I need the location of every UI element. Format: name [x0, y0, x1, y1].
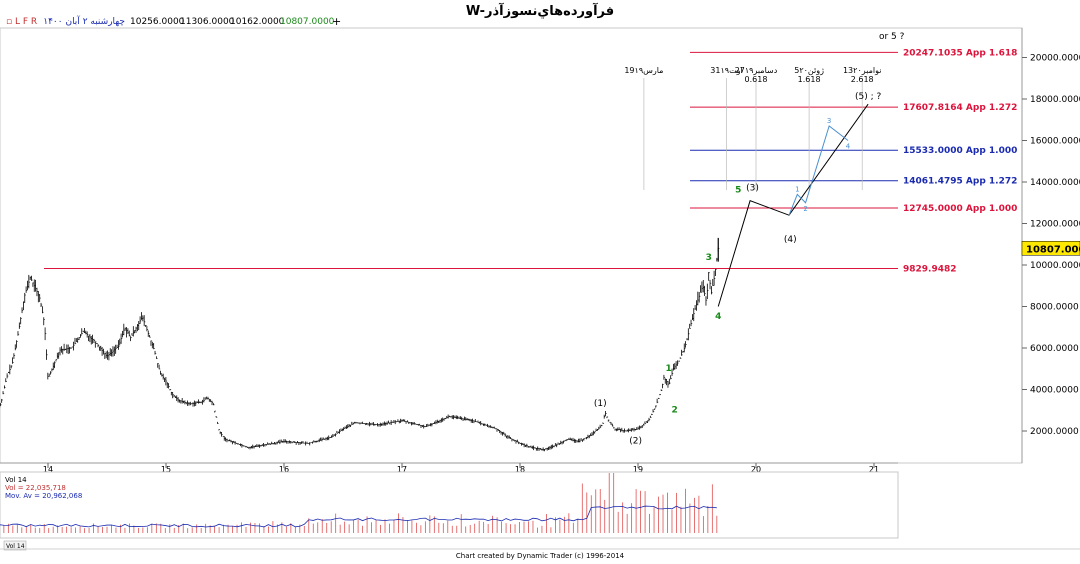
bar-date: چهارشنبه ۲ آبان ۱۴۰۰ — [43, 15, 125, 27]
time-marker-ratio: 0.618 — [745, 75, 768, 84]
wave-projection: 1 2 3 4 — [717, 103, 869, 307]
wave-label: 1 — [666, 364, 672, 374]
time-marker-date: 31اوت۱۹ — [710, 66, 742, 75]
y-tick-label: 4000.0000 — [1030, 386, 1079, 396]
projection-main-line — [717, 103, 869, 307]
wave-label: (1) — [594, 399, 607, 409]
y-tick-label: 12000.0000 — [1030, 220, 1080, 230]
low-price: 10162.0000 — [230, 17, 285, 27]
wave-label: (5) ; ? — [855, 92, 882, 102]
subwave-label: 1 — [795, 185, 799, 193]
level-label: 12745.0000 App 1.000 — [903, 204, 1017, 214]
subwave-label: 3 — [827, 117, 831, 125]
wave-label: 3 — [706, 253, 712, 263]
y-tick-label: 6000.0000 — [1030, 344, 1079, 354]
x-tick-label: 19 — [633, 465, 643, 474]
subwave-label: 4 — [846, 143, 851, 151]
y-tick-label: 14000.0000 — [1030, 178, 1080, 188]
chart-title: W-فرآورده‌هاي‌نسوزآذر — [466, 2, 614, 19]
footer-credit: Chart created by Dynamic Trader (c) 1996… — [456, 552, 625, 560]
wave-label: 5 — [735, 185, 741, 195]
volume-tab[interactable] — [3, 540, 27, 551]
add-button[interactable]: + — [332, 15, 341, 28]
y-tick-label: 8000.0000 — [1030, 303, 1079, 313]
price-bars — [0, 237, 720, 452]
y-tick-label: 16000.0000 — [1030, 137, 1080, 147]
volume-moving-average — [0, 505, 717, 528]
projection-subwave-line — [788, 125, 849, 216]
open-price: 10256.0000 — [130, 17, 185, 27]
volume-bars — [3, 473, 718, 533]
y-tick-label: 10000.0000 — [1030, 261, 1080, 271]
x-axis: 14 15 16 17 18 19 20 21 — [0, 462, 898, 474]
time-marker-date: 27دسامبر۱۹ — [735, 66, 778, 75]
volume-value: Vol = 22,035,718 — [5, 484, 66, 492]
x-tick-label: 18 — [515, 465, 525, 474]
last-price-marker: 10807.0000 — [1021, 241, 1080, 256]
wave-label: (4) — [784, 235, 797, 245]
level-label: 20247.1035 App 1.618 — [903, 48, 1017, 58]
volume-panel-title: Vol 14 — [5, 476, 27, 484]
time-marker-date: 13نوامبر۲۰ — [843, 66, 881, 75]
volume-panel-frame — [0, 471, 899, 539]
last-price-box — [1021, 241, 1080, 256]
level-label: 9829.9482 — [903, 265, 957, 275]
wave-labels: (1) (2) 1 2 3 4 5 (3) (4) (5) ; ? or 5 ? — [594, 32, 905, 447]
level-label: 14061.4795 App 1.272 — [903, 177, 1017, 187]
fib-levels: 20247.1035 App 1.618 17607.8164 App 1.272… — [44, 48, 1017, 275]
x-tick-label: 20 — [751, 465, 761, 474]
time-marker-ratio: 2.618 — [851, 75, 874, 84]
time-marker-ratio: 1.618 — [798, 75, 821, 84]
x-tick-label: 17 — [397, 465, 407, 474]
time-marker-date: 5ژوئن۲۰ — [794, 66, 824, 75]
wave-label: or 5 ? — [879, 32, 905, 42]
y-tick-label: 20000.0000 — [1030, 54, 1080, 64]
y-tick-label: 18000.0000 — [1030, 95, 1080, 105]
wave-label: (3) — [746, 183, 759, 193]
last-price-label: 10807.0000 — [1026, 244, 1080, 255]
subwave-label: 2 — [803, 205, 807, 213]
level-label: 15533.0000 App 1.000 — [903, 146, 1017, 156]
level-label: 17607.8164 App 1.272 — [903, 103, 1017, 113]
wave-label: (2) — [629, 436, 642, 446]
header-bar — [0, 0, 1080, 28]
volume-tab-label: Vol 14 — [6, 543, 25, 550]
view-mode-icons[interactable]: ▫ L F R — [6, 17, 37, 27]
wave-label: 2 — [671, 405, 677, 415]
wave-label: 4 — [715, 312, 721, 322]
y-tick-label: 2000.0000 — [1030, 427, 1079, 437]
x-tick-label: 14 — [43, 465, 53, 474]
time-marker-date: 19مارس۱۹ — [624, 66, 663, 75]
x-tick-label: 21 — [869, 465, 879, 474]
moving-average-value: Mov. Av = 20,962,068 — [5, 492, 82, 500]
x-tick-label: 16 — [279, 465, 289, 474]
close-price: 10807.0000 — [280, 17, 335, 27]
x-tick-label: 15 — [161, 465, 171, 474]
high-price: 11306.0000 — [180, 17, 235, 27]
